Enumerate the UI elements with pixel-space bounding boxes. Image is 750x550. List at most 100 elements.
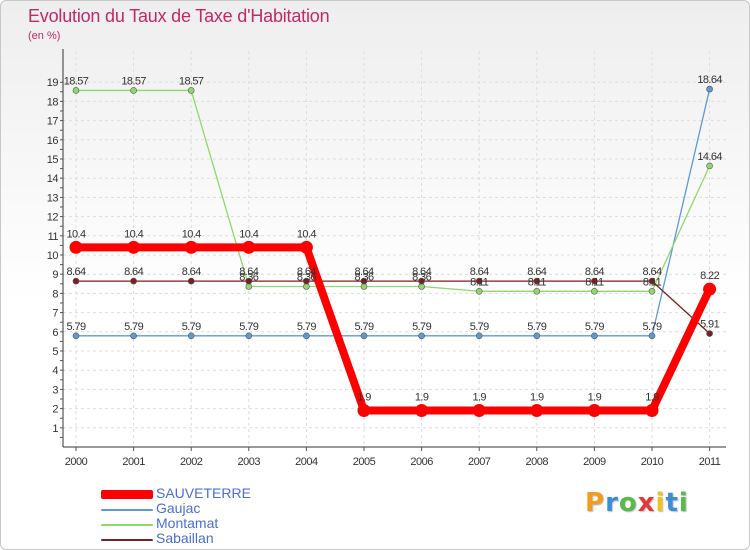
data-label-sauveterre: 1.9 xyxy=(588,392,602,404)
proxiti-logo: Proxiti xyxy=(585,488,689,518)
legend-label-sabaillan: Sabaillan xyxy=(156,530,214,546)
x-tick-label: 2008 xyxy=(526,456,549,468)
data-label-sauveterre: 1.9 xyxy=(530,392,544,404)
y-tick-label: 13 xyxy=(47,192,59,204)
data-label-montamat: 8.11 xyxy=(643,276,662,288)
data-point-gaujac xyxy=(187,332,195,340)
data-label-gaujac: 5.79 xyxy=(470,321,489,333)
y-tick-label: 5 xyxy=(52,346,58,358)
data-label-sabaillan: 8.64 xyxy=(354,266,373,278)
data-point-sauveterre xyxy=(587,404,601,418)
data-label-montamat: 8.11 xyxy=(528,276,547,288)
data-label-sauveterre: 10.4 xyxy=(124,228,143,240)
data-point-sauveterre xyxy=(472,404,486,418)
data-point-sabaillan xyxy=(533,277,541,285)
data-label-montamat: 18.57 xyxy=(64,75,89,87)
x-tick-label: 2002 xyxy=(180,456,203,468)
data-label-montamat: 8.36 xyxy=(239,271,258,283)
legend-item-sabaillan: Sabaillan xyxy=(101,530,301,547)
y-tick-label: 12 xyxy=(47,212,59,224)
data-label-montamat: 8.36 xyxy=(354,271,373,283)
series-line-sabaillan xyxy=(75,280,711,335)
data-label-montamat: 8.11 xyxy=(470,276,489,288)
data-point-gaujac xyxy=(245,332,253,340)
y-tick-label: 4 xyxy=(52,365,58,377)
data-label-sauveterre: 1.9 xyxy=(645,392,659,404)
data-label-sauveterre: 1.9 xyxy=(472,392,486,404)
legend-swatch-gaujac xyxy=(101,509,153,511)
data-point-sabaillan xyxy=(648,277,656,285)
logo-letter: r xyxy=(605,488,619,518)
data-label-sabaillan: 8.64 xyxy=(642,266,661,278)
data-point-sabaillan xyxy=(187,277,195,285)
data-label-montamat: 8.11 xyxy=(585,276,604,288)
y-tick-label: 19 xyxy=(47,77,59,89)
data-label-gaujac: 5.79 xyxy=(66,321,85,333)
legend-label-montamat: Montamat xyxy=(156,515,219,531)
data-point-montamat xyxy=(187,87,195,94)
data-point-sauveterre xyxy=(69,240,83,254)
data-point-montamat xyxy=(648,287,656,295)
data-label-gaujac: 5.79 xyxy=(585,321,604,333)
data-point-sabaillan xyxy=(591,277,598,285)
data-label-gaujac: 5.79 xyxy=(182,321,201,333)
data-point-sabaillan xyxy=(303,277,310,285)
x-tick-label: 2010 xyxy=(641,456,664,468)
chart-legend: SAUVETERRE Gaujac Montamat Sabaillan xyxy=(101,485,301,547)
data-point-montamat xyxy=(130,87,137,94)
data-label-sabaillan: 8.64 xyxy=(527,266,546,278)
y-tick-label: 16 xyxy=(47,135,59,147)
logo-letter: o xyxy=(618,488,638,518)
x-tick-label: 2005 xyxy=(353,456,376,468)
chart-subtitle: (en %) xyxy=(28,30,61,42)
logo-letter: i xyxy=(655,488,666,518)
legend-item-sauveterre: SAUVETERRE xyxy=(101,485,301,502)
series-line-sauveterre xyxy=(72,243,714,415)
data-point-sauveterre xyxy=(184,240,198,254)
legend-label-gaujac: Gaujac xyxy=(156,500,201,516)
data-point-gaujac xyxy=(303,332,310,340)
data-point-montamat xyxy=(475,287,483,295)
data-point-gaujac xyxy=(475,332,483,340)
data-point-sabaillan xyxy=(72,277,80,285)
data-point-sabaillan xyxy=(130,277,137,285)
data-label-sauveterre: 10.4 xyxy=(182,228,201,240)
data-label-sauveterre: 1.9 xyxy=(357,392,371,404)
data-point-gaujac xyxy=(648,332,656,340)
data-point-sauveterre xyxy=(703,282,717,296)
data-point-sabaillan xyxy=(706,330,713,337)
data-label-sabaillan: 8.64 xyxy=(585,266,604,278)
x-tick-label: 2009 xyxy=(583,456,606,468)
data-label-sauveterre: 10.4 xyxy=(297,228,316,240)
data-label-montamat: 8.36 xyxy=(412,271,431,283)
data-label-montamat: 18.57 xyxy=(121,75,146,87)
series-line-gaujac xyxy=(75,88,711,337)
chart-title: Evolution du Taux de Taxe d'Habitation xyxy=(28,6,330,26)
data-label-sauveterre: 10.4 xyxy=(239,228,258,240)
data-label-gaujac: 18.64 xyxy=(697,74,722,86)
logo-letter: t xyxy=(665,488,679,518)
data-point-sabaillan xyxy=(360,277,368,285)
data-label-sabaillan: 8.64 xyxy=(412,266,431,278)
series-line-montamat xyxy=(75,89,711,292)
x-tick-label: 2001 xyxy=(122,456,145,468)
data-label-sauveterre: 1.9 xyxy=(415,392,429,404)
data-label-gaujac: 5.79 xyxy=(527,321,546,333)
data-point-sabaillan xyxy=(418,277,425,285)
y-tick-label: 2 xyxy=(52,404,58,416)
data-point-sauveterre xyxy=(357,404,371,418)
data-point-gaujac xyxy=(130,332,137,340)
data-label-gaujac: 5.79 xyxy=(239,321,258,333)
data-label-sabaillan: 5.91 xyxy=(700,319,719,331)
data-label-sabaillan: 8.64 xyxy=(470,266,489,278)
data-point-sauveterre xyxy=(415,404,429,418)
x-tick-label: 2006 xyxy=(410,456,433,468)
data-point-sauveterre xyxy=(299,240,313,254)
y-tick-label: 1 xyxy=(52,423,58,435)
data-label-sauveterre: 10.4 xyxy=(66,228,85,240)
data-point-sauveterre xyxy=(127,240,141,254)
data-label-gaujac: 5.79 xyxy=(354,321,373,333)
data-label-sabaillan: 8.64 xyxy=(124,266,143,278)
data-point-montamat xyxy=(591,287,598,295)
